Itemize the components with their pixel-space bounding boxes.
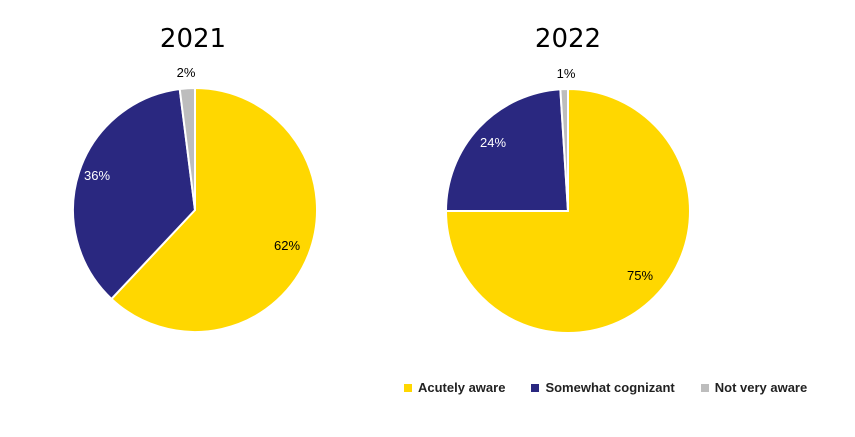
chart-title-2022: 2022 [535, 24, 601, 54]
data-label-2021-somewhat-cognizant: 36% [84, 168, 110, 183]
data-label-2021-acutely-aware: 62% [274, 238, 300, 253]
legend-label-not-very-aware: Not very aware [714, 380, 808, 395]
pie-2021: 62% 36% 2% [72, 65, 319, 333]
legend-swatch-somewhat-cognizant [531, 383, 540, 392]
legend-label-somewhat-cognizant: Somewhat cognizant [545, 380, 675, 395]
legend-item-somewhat-cognizant: Somewhat cognizant [531, 380, 675, 395]
pie-slice-2021-acutely-aware [110, 87, 319, 333]
pie-slice-2021-somewhat-cognizant [72, 87, 196, 300]
data-label-2021-not-very-aware: 2% [177, 65, 196, 80]
pie-slice-2022-not-very-aware [559, 87, 569, 212]
legend-label-acutely-aware: Acutely aware [418, 380, 506, 395]
legend-item-acutely-aware: Acutely aware [404, 380, 505, 395]
chart-title-2021: 2021 [160, 24, 226, 54]
legend-swatch-acutely-aware [404, 383, 412, 392]
data-label-2022-not-very-aware: 1% [557, 66, 576, 81]
pie-2022: 75% 24% 1% [445, 66, 691, 334]
legend: Acutely aware Somewhat cognizant Not ver… [404, 380, 807, 395]
data-label-2022-acutely-aware: 75% [627, 268, 653, 283]
pie-slice-2022-somewhat-cognizant [445, 88, 569, 212]
legend-item-not-very-aware: Not very aware [700, 380, 808, 395]
legend-swatch-not-very-aware [700, 383, 709, 392]
data-label-2022-somewhat-cognizant: 24% [480, 135, 506, 150]
pie-slice-2021-not-very-aware [178, 86, 196, 211]
